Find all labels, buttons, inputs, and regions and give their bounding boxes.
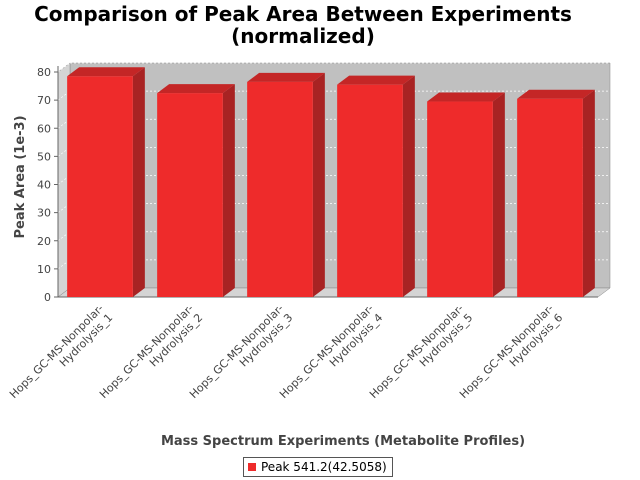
bar: [157, 93, 223, 297]
bar-side: [312, 72, 325, 297]
y-tick-label: 0: [44, 291, 51, 304]
y-tick-label: 70: [37, 94, 51, 107]
y-tick-label: 50: [37, 150, 51, 163]
legend-label: Peak 541.2(42.5058): [261, 460, 387, 474]
y-axis-title: Peak Area (1e-3): [13, 115, 28, 238]
bar-top: [247, 72, 325, 82]
chart-title-line-1: Comparison of Peak Area Between Experime…: [34, 2, 572, 26]
x-tick-label: Hops_GC-MS-Nonpolar-Hydrolysis_6: [457, 302, 565, 410]
bar-side: [132, 67, 145, 297]
bar-top: [67, 67, 145, 77]
bar-side: [582, 89, 595, 297]
x-tick-label-line: Hops_GC-MS-Nonpolar-: [457, 302, 556, 401]
y-tick-label: 30: [37, 207, 51, 220]
bar-top: [517, 89, 595, 99]
y-tick-label: 80: [37, 66, 51, 79]
y-tick-label: 60: [37, 122, 51, 135]
bar-top: [427, 92, 505, 102]
y-tick-label: 10: [37, 263, 51, 276]
gridline-left: [57, 62, 71, 73]
x-tick-label-line: Hops_GC-MS-Nonpolar-: [7, 302, 106, 401]
y-tick-label: 40: [37, 179, 51, 192]
bar: [247, 81, 313, 297]
bar-top: [157, 84, 235, 94]
bar: [337, 84, 403, 297]
chart-title-line-2: (normalized): [231, 24, 375, 48]
x-tick-label-line: Hops_GC-MS-Nonpolar-: [187, 302, 286, 401]
bar: [67, 76, 133, 297]
legend: Peak 541.2(42.5058): [243, 457, 393, 477]
bar-side: [492, 92, 505, 297]
legend-swatch: [248, 463, 256, 471]
y-tick-label: 20: [37, 235, 51, 248]
bar-top: [337, 75, 415, 85]
x-tick-label-line: Hops_GC-MS-Nonpolar-: [367, 302, 466, 401]
bar-side: [222, 84, 235, 297]
plot-area: 0 10 20 30 40 50 60 70 80 Hops_GC-MS-Nonpolar-Hyd…: [7, 62, 611, 410]
bar-side: [402, 75, 415, 297]
x-axis-title: Mass Spectrum Experiments (Metabolite Pr…: [161, 434, 525, 449]
x-tick-label-line: Hops_GC-MS-Nonpolar-: [277, 302, 376, 401]
x-tick-label-line: Hops_GC-MS-Nonpolar-: [97, 302, 196, 401]
bar: [427, 101, 493, 297]
bar: [517, 98, 583, 297]
